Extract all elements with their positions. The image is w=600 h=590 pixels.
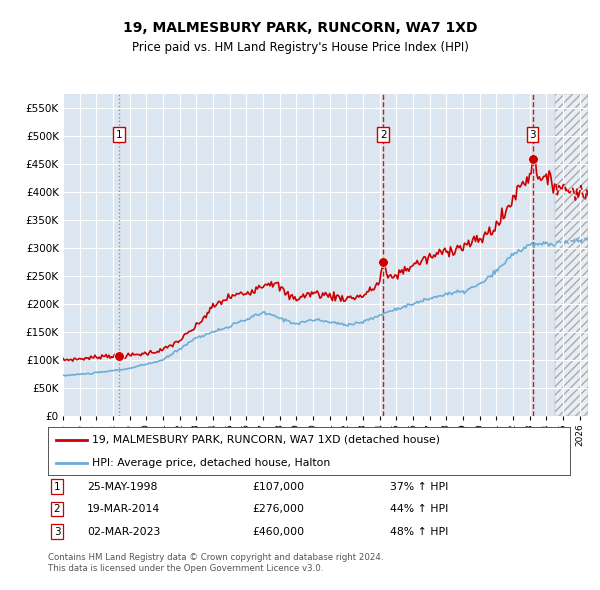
Text: 19, MALMESBURY PARK, RUNCORN, WA7 1XD: 19, MALMESBURY PARK, RUNCORN, WA7 1XD — [123, 21, 477, 35]
Text: 2: 2 — [53, 504, 61, 514]
Text: 48% ↑ HPI: 48% ↑ HPI — [390, 527, 448, 536]
Text: 25-MAY-1998: 25-MAY-1998 — [87, 482, 157, 491]
Text: Contains HM Land Registry data © Crown copyright and database right 2024.
This d: Contains HM Land Registry data © Crown c… — [48, 553, 383, 573]
Text: 37% ↑ HPI: 37% ↑ HPI — [390, 482, 448, 491]
Text: 1: 1 — [53, 482, 61, 491]
Text: £107,000: £107,000 — [252, 482, 304, 491]
Bar — [554, 94, 588, 416]
Text: £460,000: £460,000 — [252, 527, 304, 536]
Text: £276,000: £276,000 — [252, 504, 304, 514]
Text: 44% ↑ HPI: 44% ↑ HPI — [390, 504, 448, 514]
Text: 3: 3 — [529, 130, 536, 140]
Text: 2: 2 — [380, 130, 386, 140]
Text: 19-MAR-2014: 19-MAR-2014 — [87, 504, 160, 514]
Text: 3: 3 — [53, 527, 61, 536]
Text: 02-MAR-2023: 02-MAR-2023 — [87, 527, 160, 536]
Text: 19, MALMESBURY PARK, RUNCORN, WA7 1XD (detached house): 19, MALMESBURY PARK, RUNCORN, WA7 1XD (d… — [92, 435, 440, 445]
Text: HPI: Average price, detached house, Halton: HPI: Average price, detached house, Halt… — [92, 458, 331, 468]
Bar — [554, 94, 588, 416]
Text: Price paid vs. HM Land Registry's House Price Index (HPI): Price paid vs. HM Land Registry's House … — [131, 41, 469, 54]
Text: 1: 1 — [116, 130, 122, 140]
